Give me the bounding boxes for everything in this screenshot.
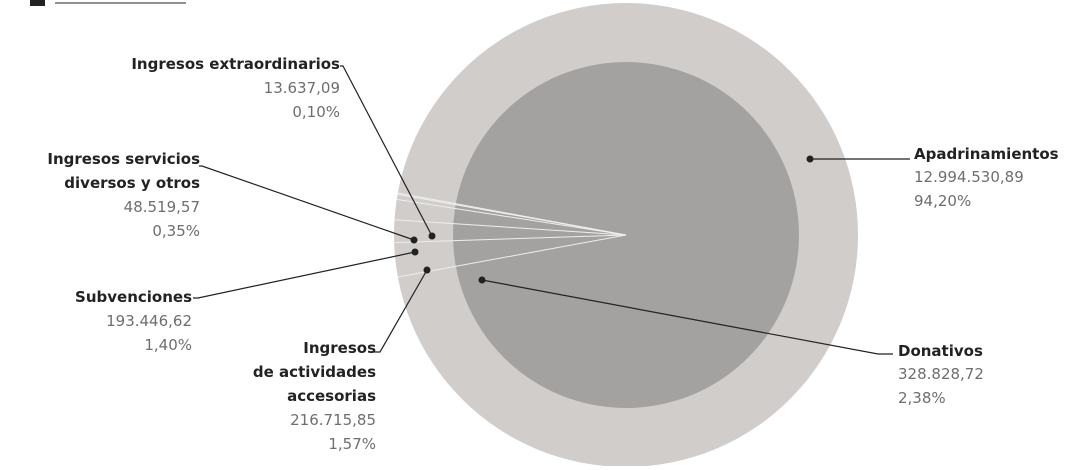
slice-separator-1 bbox=[397, 193, 627, 236]
leader-donativos bbox=[481, 279, 893, 355]
label-extraordinarios-value: 13.637,09 bbox=[264, 79, 340, 97]
leader-subvenciones bbox=[193, 251, 416, 299]
label-servicios-line2: diversos y otros bbox=[64, 174, 200, 192]
leader-dots bbox=[410, 155, 814, 284]
dot-servicios bbox=[410, 236, 418, 244]
label-actividades-pct: 1,57% bbox=[328, 435, 376, 453]
label-donativos-value: 328.828,72 bbox=[898, 365, 984, 383]
label-actividades-value: 216.715,85 bbox=[290, 411, 376, 429]
slice-separator-5 bbox=[397, 234, 627, 278]
slice-separators bbox=[394, 192, 627, 278]
dot-actividades bbox=[423, 266, 431, 274]
leader-servicios bbox=[199, 165, 415, 241]
leader-actividades bbox=[374, 269, 428, 353]
label-actividades-line1: Ingresos bbox=[303, 339, 376, 357]
dot-donativos bbox=[478, 276, 486, 284]
label-actividades-line3: accesorias bbox=[287, 387, 376, 405]
dot-extraordinarios bbox=[428, 232, 436, 240]
label-extraordinarios-pct: 0,10% bbox=[292, 103, 340, 121]
leader-lines bbox=[193, 65, 910, 355]
label-actividades-line2: de actividades bbox=[253, 363, 376, 381]
label-servicios-value: 48.519,57 bbox=[124, 198, 200, 216]
leader-extraordinarios bbox=[340, 65, 433, 237]
dot-subvenciones bbox=[411, 248, 419, 256]
dot-apadrinamientos bbox=[806, 155, 814, 163]
corner-mark bbox=[30, 0, 45, 6]
label-apadrinamientos-name: Apadrinamientos bbox=[914, 145, 1059, 163]
label-apadrinamientos-pct: 94,20% bbox=[914, 192, 971, 210]
slice-separator-2 bbox=[396, 198, 627, 236]
slice-separator-4 bbox=[394, 234, 627, 244]
slice-separator-3 bbox=[394, 219, 627, 236]
label-servicios-pct: 0,35% bbox=[152, 222, 200, 240]
label-servicios-line1: Ingresos servicios bbox=[47, 150, 200, 168]
label-subvenciones-value: 193.446,62 bbox=[106, 312, 192, 330]
label-donativos-pct: 2,38% bbox=[898, 389, 946, 407]
label-subvenciones-pct: 1,40% bbox=[144, 336, 192, 354]
label-subvenciones-name: Subvenciones bbox=[75, 288, 192, 306]
label-extraordinarios-name: Ingresos extraordinarios bbox=[131, 55, 340, 73]
label-donativos-name: Donativos bbox=[898, 342, 983, 360]
label-apadrinamientos-value: 12.994.530,89 bbox=[914, 168, 1024, 186]
